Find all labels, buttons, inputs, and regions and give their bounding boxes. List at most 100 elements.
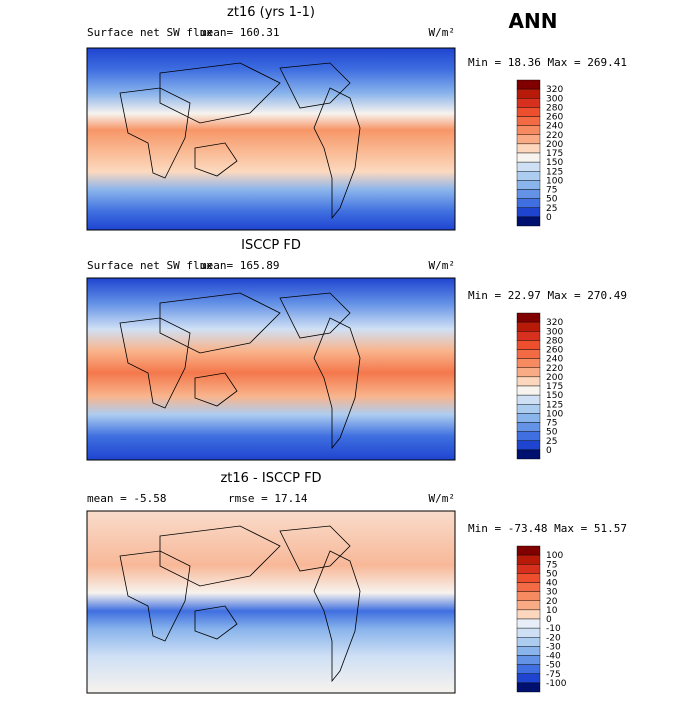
colorbar-label: 75 — [546, 419, 557, 429]
colorbar-label: -40 — [546, 652, 561, 662]
colorbar-label: 50 — [546, 428, 558, 438]
colorbar-box — [516, 116, 541, 126]
coastline — [194, 605, 238, 640]
colorbar-box — [516, 404, 541, 414]
map — [86, 47, 456, 231]
colorbar-label: 125 — [546, 167, 563, 177]
colorbar-label: 260 — [546, 346, 563, 356]
colorbar-box — [516, 394, 541, 405]
colorbar-box — [516, 627, 541, 638]
colorbar-box — [516, 655, 541, 665]
coastline — [194, 372, 238, 407]
colorbar-box — [516, 216, 541, 227]
coastline — [313, 87, 361, 220]
coastline — [159, 62, 281, 124]
coastline — [313, 550, 361, 683]
colorbar-box — [516, 582, 541, 592]
colorbar-box — [516, 591, 541, 601]
colorbar-label: 175 — [546, 382, 563, 392]
colorbar-label: -50 — [546, 661, 561, 671]
colorbar-box — [516, 440, 541, 451]
colorbar-label: 220 — [546, 364, 563, 374]
colorbar-box — [516, 422, 541, 432]
panel-minmax: Min = 22.97 Max = 270.49 — [468, 289, 627, 302]
coastline — [279, 292, 351, 339]
colorbar-box — [516, 134, 541, 145]
colorbar-label: -20 — [546, 633, 561, 643]
colorbar-label: 150 — [546, 158, 563, 168]
coastline — [119, 317, 191, 409]
figure-title: ANN — [509, 9, 558, 33]
colorbar-label: -75 — [546, 670, 561, 680]
coastline — [279, 525, 351, 572]
colorbar-box — [516, 180, 541, 190]
colorbar-label: 280 — [546, 103, 563, 113]
coastline — [279, 62, 351, 109]
colorbar-box — [516, 600, 541, 611]
colorbar-box — [516, 340, 541, 350]
colorbar-label: 50 — [546, 569, 558, 579]
colorbar-label: 40 — [546, 579, 558, 589]
colorbar-label: -30 — [546, 642, 561, 652]
colorbar-label: 240 — [546, 355, 563, 365]
panel-title: zt16 (yrs 1-1) — [227, 5, 315, 20]
colorbar-label: -100 — [546, 679, 567, 689]
colorbar-label: 200 — [546, 373, 563, 383]
panel-units: W/m² — [429, 492, 456, 505]
colorbar-box — [516, 376, 541, 387]
coastline — [119, 550, 191, 642]
colorbar-box — [516, 107, 541, 117]
colorbar-label: 20 — [546, 597, 558, 607]
panel-stat: rmse = 17.14 — [228, 492, 308, 505]
colorbar-box — [516, 312, 541, 323]
colorbar-box — [516, 198, 541, 208]
colorbar-box — [516, 673, 541, 684]
colorbar-label: 0 — [546, 446, 552, 456]
colorbar-label: 320 — [546, 318, 563, 328]
colorbar-box — [516, 385, 541, 396]
coastline — [119, 87, 191, 179]
colorbar-label: 300 — [546, 327, 563, 337]
colorbar-box — [516, 637, 541, 647]
colorbar-label: 220 — [546, 131, 563, 141]
colorbar-label: 280 — [546, 336, 563, 346]
colorbar-box — [516, 554, 541, 565]
colorbar-box — [516, 545, 541, 556]
colorbar-box — [516, 646, 541, 656]
colorbar-label: -10 — [546, 624, 561, 634]
coastline — [194, 142, 238, 177]
panel-stat: mean= 160.31 — [200, 26, 279, 39]
colorbar-box — [516, 413, 541, 423]
colorbar-label: 100 — [546, 551, 563, 561]
colorbar-label: 150 — [546, 391, 563, 401]
colorbar-label: 75 — [546, 560, 557, 570]
colorbar-label: 10 — [546, 606, 558, 616]
colorbar-box — [516, 98, 541, 108]
colorbar-box — [516, 79, 541, 90]
colorbar-label: 25 — [546, 204, 557, 214]
colorbar-label: 260 — [546, 113, 563, 123]
colorbar-box — [516, 664, 541, 674]
coastline — [159, 292, 281, 354]
colorbar-box — [516, 321, 541, 332]
colorbar-box — [516, 431, 541, 441]
coastline — [313, 317, 361, 450]
colorbar-label: 50 — [546, 195, 558, 205]
colorbar-label: 100 — [546, 409, 563, 419]
colorbar-box — [516, 171, 541, 181]
panel-variable: Surface net SW flux — [87, 259, 213, 272]
map — [86, 510, 456, 694]
colorbar-box — [516, 564, 541, 574]
colorbar-box — [516, 609, 541, 620]
colorbar-label: 240 — [546, 122, 563, 132]
colorbar-label: 320 — [546, 85, 563, 95]
colorbar-label: 30 — [546, 588, 558, 598]
panel-title: ISCCP FD — [241, 238, 301, 253]
colorbar-box — [516, 618, 541, 629]
panel-units: W/m² — [429, 259, 456, 272]
colorbar-box — [516, 682, 541, 693]
panel-variable: mean = -5.58 — [87, 492, 166, 505]
colorbar-box — [516, 161, 541, 172]
colorbar-label: 175 — [546, 149, 563, 159]
